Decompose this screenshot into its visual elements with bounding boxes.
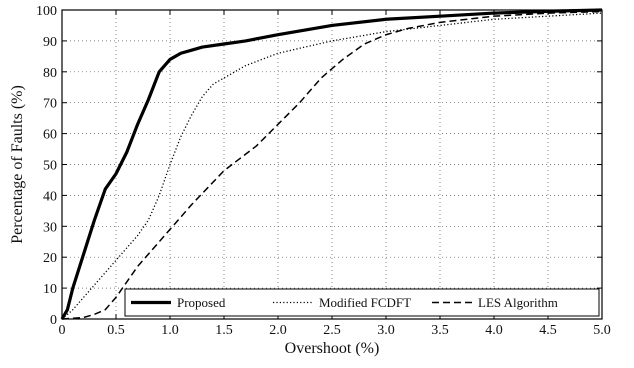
legend: Proposed Modified FCDFT LES Algorithm xyxy=(124,288,600,317)
x-tick-label: 5.0 xyxy=(593,323,611,338)
legend-label: LES Algorithm xyxy=(478,295,558,310)
y-tick-label: 0 xyxy=(50,313,57,328)
y-tick-label: 90 xyxy=(43,35,57,50)
x-tick-label: 0 xyxy=(59,323,66,338)
x-tick-label: 2.0 xyxy=(269,323,287,338)
y-tick-label: 80 xyxy=(43,66,57,81)
series-line-les-algorithm xyxy=(61,10,603,320)
series-line-proposed xyxy=(60,8,603,320)
x-tick-label: 3.5 xyxy=(431,323,449,338)
x-tick-label: 1.5 xyxy=(215,323,233,338)
x-tick-label: 2.5 xyxy=(323,323,341,338)
y-axis-title: Percentage of Faults (%) xyxy=(9,85,26,244)
grid xyxy=(62,10,602,319)
x-tick-label: 4.0 xyxy=(485,323,503,338)
legend-label: Proposed xyxy=(177,295,226,310)
x-tick-label: 1.0 xyxy=(161,323,179,338)
x-tick-label: 4.5 xyxy=(539,323,557,338)
legend-label: Modified FCDFT xyxy=(319,295,411,310)
y-tick-label: 10 xyxy=(43,282,57,297)
legend-box xyxy=(124,288,600,317)
y-tick-label: 20 xyxy=(43,251,57,266)
y-tick-label: 70 xyxy=(43,97,57,112)
y-tick-label: 50 xyxy=(43,159,57,174)
x-tick-label: 0.5 xyxy=(107,323,125,338)
x-tick-label: 3.0 xyxy=(377,323,395,338)
y-tick-label: 30 xyxy=(43,220,57,235)
y-tick-label: 40 xyxy=(43,189,57,204)
x-axis-title: Overshoot (%) xyxy=(285,340,380,357)
y-tick-label: 60 xyxy=(43,128,57,143)
y-tick-label: 100 xyxy=(36,4,57,19)
series-layer xyxy=(60,8,603,320)
ticks: 0 0.5 1.0 1.5 2.0 2.5 3.0 3.5 4.0 4.5 5.0 0 10 20 30 40… xyxy=(36,4,611,338)
